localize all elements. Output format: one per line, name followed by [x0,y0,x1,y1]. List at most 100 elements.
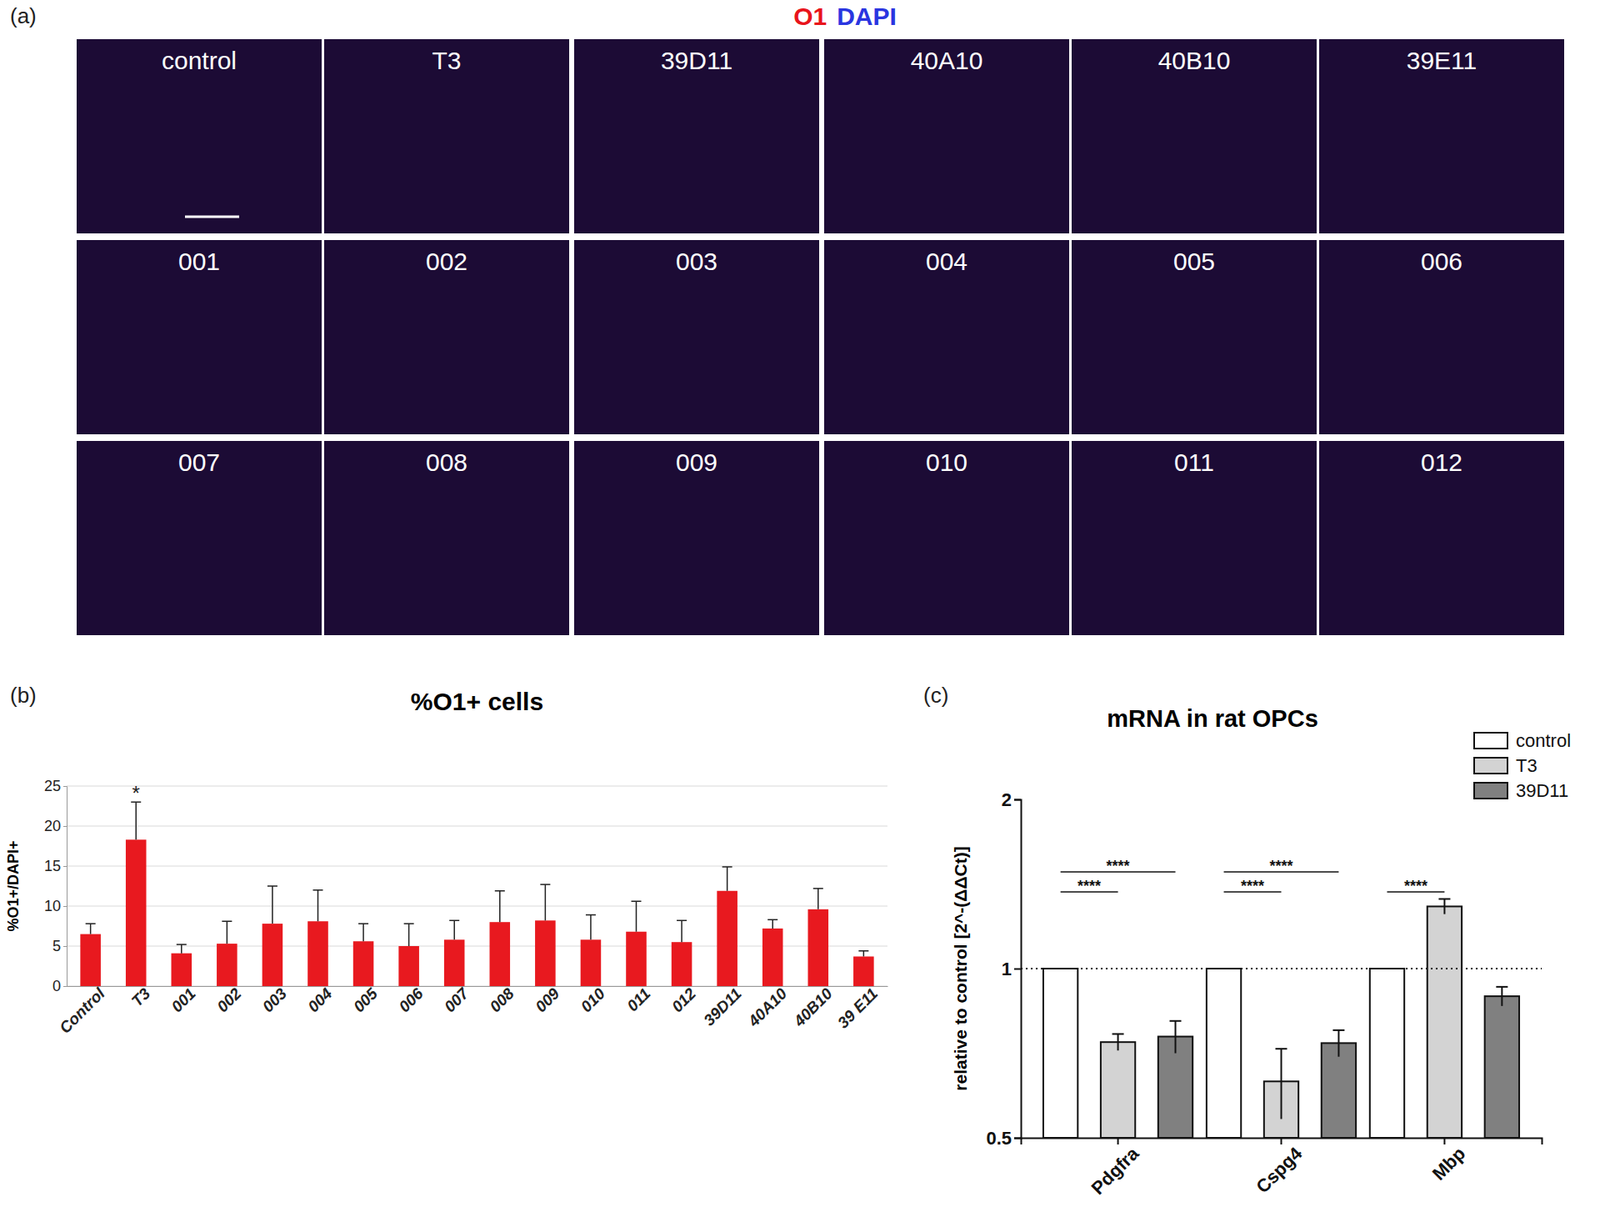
stain-name: DAPI [836,2,897,30]
tick-label: Pdgfra [1087,1142,1144,1199]
legend: control T3 39D11 [1474,730,1571,801]
error-stem [1175,1020,1177,1054]
tile-label: 006 [1420,247,1463,275]
error-cap [1438,897,1450,900]
tick-label: 007 [440,983,473,1015]
tile-label: 40B10 [1158,46,1231,75]
tick: 005 [350,984,382,1016]
tick: 011 [623,984,654,1015]
tile-label: 004 [925,247,968,275]
error-bar [813,888,824,910]
image-tile: 009 [574,440,820,635]
tick-label: Control [55,984,109,1037]
tile-background [76,440,322,635]
tick-label: 0 [52,977,61,995]
tick-label: 006 [395,984,427,1016]
tick-mark [63,985,67,987]
tile-label: 001 [178,247,220,275]
tile-background [324,440,570,635]
tick-mark [1014,968,1021,970]
grid-line [66,865,888,867]
bar [1043,968,1078,1138]
tile-background [1071,440,1317,635]
tick: 2 [1001,789,1021,810]
tick-label: 39D11 [700,984,745,1029]
error-stem [271,885,274,924]
legend-entry: control [1474,730,1571,751]
error-bar [858,950,869,957]
marks [80,801,874,986]
tile-background [824,240,1070,435]
tile-label: 011 [1174,448,1215,476]
tile-label: 39E11 [1406,46,1478,75]
error-cap [85,922,96,925]
tick-label: 1 [1001,958,1012,980]
tick: 5 [52,937,67,955]
legend-entry: 39D11 [1474,780,1569,801]
bar [80,934,101,986]
scale-bar [185,215,240,219]
tick-mark [63,905,67,907]
error-cap [1112,1032,1125,1035]
error-cap [813,887,824,890]
tile-label: control [161,46,237,75]
tile-background [324,240,570,435]
error-bar [130,801,141,840]
chart-c: mRNA in rat OPCsrelative to control [2^-… [950,705,1571,1199]
significance-label: **** [1240,877,1265,895]
axis-line [1014,800,1022,1139]
image-tile: 007 [76,440,322,635]
bar [398,945,420,986]
tick: 39D11 [700,984,745,1029]
error-stem [635,900,638,931]
tile-label: 005 [1173,247,1215,275]
image-tile: 012 [1319,440,1565,635]
error-stem [226,920,229,944]
error-bar [540,884,550,920]
error-bar [176,944,187,954]
tick-label: 004 [304,984,336,1016]
tick: 40B10 [790,984,836,1030]
image-tile: control [76,39,322,234]
grid-line [66,905,888,907]
error-cap [676,920,687,922]
grid-line [66,785,888,787]
tick-label: T3 [128,984,155,1010]
error-stem [317,890,320,921]
tick: 004 [304,984,336,1016]
tick: 1 [1001,958,1021,980]
error-bar [1170,1020,1182,1054]
tile-background [574,240,820,435]
tile-label: 002 [425,247,468,275]
error-stem [90,923,92,934]
image-tile: 010 [824,440,1070,635]
reference-line [1020,967,1542,970]
tile-background [574,440,820,635]
tile-label: 012 [1420,448,1463,476]
bar [1427,905,1462,1138]
stain-name: O1 [793,2,827,30]
legend-entry: T3 [1474,755,1538,776]
tick-label: 008 [486,984,519,1016]
error-stem [499,890,501,922]
tick-label: 011 [623,984,654,1015]
tick-label: 003 [259,984,291,1016]
axis-line [1021,1138,1543,1145]
tick: 25 [44,777,67,795]
image-tile: 008 [324,440,570,635]
error-cap [267,885,278,887]
error-bar [85,923,96,934]
error-stem [1500,986,1503,1006]
error-stem [1280,1048,1283,1119]
bar [1206,968,1241,1138]
tick: 10 [44,897,67,915]
error-bar [676,920,687,942]
tick-label: 20 [44,817,61,835]
y-axis: 0.512 [985,789,1021,1149]
tick-label: 009 [531,984,564,1016]
tick-label: 2 [1001,789,1012,810]
tile-label: 007 [178,448,220,476]
tick: 008 [486,984,519,1016]
tile-label: 010 [925,448,968,476]
error-bar [630,900,641,931]
